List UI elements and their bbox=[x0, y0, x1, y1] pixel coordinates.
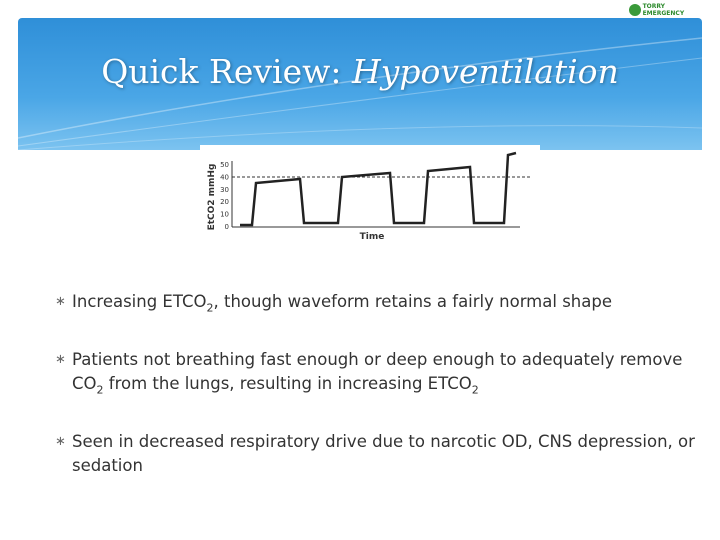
x-label: Time bbox=[360, 232, 385, 242]
bullet-text: Increasing ETCO2, though waveform retain… bbox=[72, 290, 612, 320]
y-tick-label: 0 bbox=[225, 223, 229, 231]
bullet-marker: ∗ bbox=[55, 434, 66, 449]
capnogram: EtCO2 mmHg 50 40 30 20 10 0 Time bbox=[200, 145, 540, 250]
logo: TORRY EMERGENCY bbox=[628, 2, 702, 18]
text-run: , though waveform retains a fairly norma… bbox=[213, 292, 612, 311]
bullet-marker: ∗ bbox=[55, 294, 66, 309]
bullet-text: Patients not breathing fast enough or de… bbox=[72, 348, 695, 402]
y-tick-label: 30 bbox=[220, 186, 229, 194]
text-run: Patients not breathing fast enough or de… bbox=[72, 350, 683, 393]
header-band bbox=[18, 18, 702, 150]
subscript: 2 bbox=[471, 383, 479, 397]
bullet-text: Seen in decreased respiratory drive due … bbox=[72, 430, 695, 478]
swoosh bbox=[18, 37, 702, 150]
y-tick-label: 20 bbox=[220, 198, 229, 206]
bullet: ∗ Seen in decreased respiratory drive due… bbox=[55, 430, 695, 478]
y-tick-label: 50 bbox=[220, 161, 229, 169]
logo-icon bbox=[629, 4, 641, 16]
title-text: Quick Review: bbox=[101, 52, 352, 91]
bullet: ∗ Patients not breathing fast enough or d… bbox=[55, 348, 695, 402]
bullet-marker: ∗ bbox=[55, 352, 66, 367]
title-emphasis: Hypoventilation bbox=[351, 52, 619, 91]
title: Quick Review: Hypoventilation bbox=[18, 52, 702, 91]
text-run: from the lungs, resulting in increasing … bbox=[103, 374, 472, 393]
y-label: EtCO2 mmHg bbox=[207, 164, 217, 231]
y-tick-label: 10 bbox=[220, 211, 229, 219]
subscript: 2 bbox=[206, 301, 214, 315]
y-tick-label: 40 bbox=[220, 173, 229, 181]
bullet: ∗ Increasing ETCO2, though waveform retai… bbox=[55, 290, 695, 320]
logo-text: TORRY EMERGENCY bbox=[642, 3, 685, 17]
text-run: Seen in decreased respiratory drive due … bbox=[72, 432, 695, 475]
subscript: 2 bbox=[96, 383, 104, 397]
text-run: Increasing ETCO bbox=[72, 292, 207, 311]
